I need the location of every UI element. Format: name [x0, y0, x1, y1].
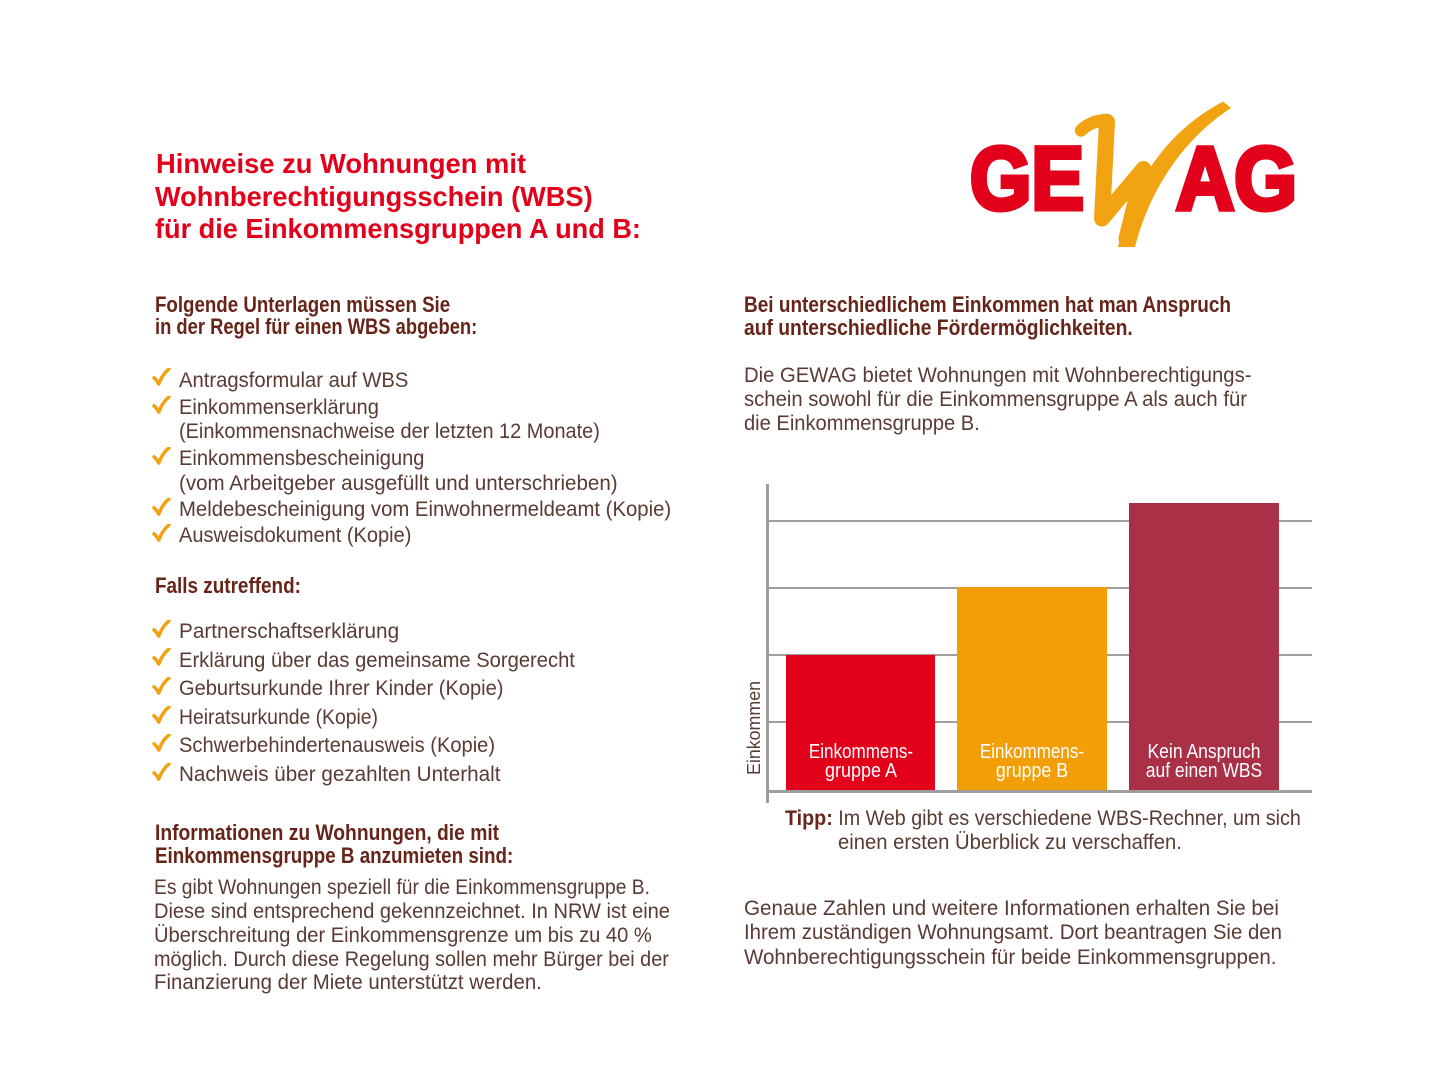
- svg-text:GE: GE: [970, 128, 1084, 228]
- svg-text:AG: AG: [1176, 128, 1297, 228]
